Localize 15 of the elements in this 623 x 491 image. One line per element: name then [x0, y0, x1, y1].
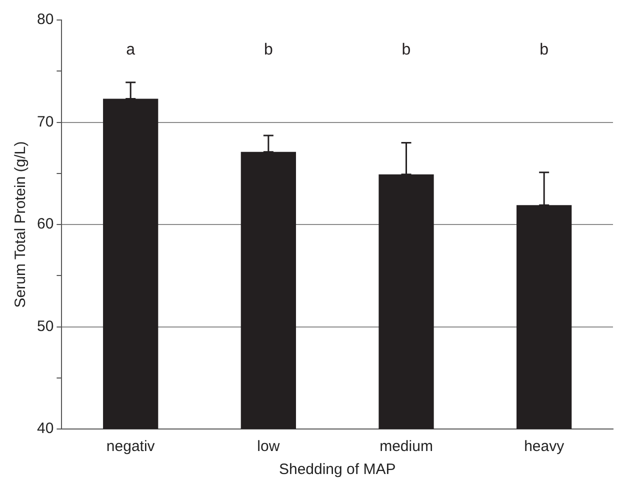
- y-axis-title: Serum Total Protein (g/L): [12, 141, 30, 308]
- annotation: a: [126, 41, 136, 58]
- y-tick-label: 40: [36, 420, 54, 438]
- x-axis-title: Shedding of MAP: [278, 461, 396, 478]
- annotation: b: [402, 41, 411, 58]
- x-tick-label: medium: [380, 438, 433, 456]
- y-tick-label: 50: [36, 318, 54, 335]
- x-tick-label: low: [257, 438, 280, 456]
- annotation: b: [264, 41, 273, 58]
- x-tick-label: heavy: [524, 438, 565, 456]
- x-tick-label: negativ: [106, 438, 156, 456]
- y-tick-label: 60: [36, 216, 54, 233]
- y-tick-label: 70: [36, 113, 54, 130]
- y-tick-label: 80: [36, 11, 54, 28]
- annotation: b: [540, 41, 549, 58]
